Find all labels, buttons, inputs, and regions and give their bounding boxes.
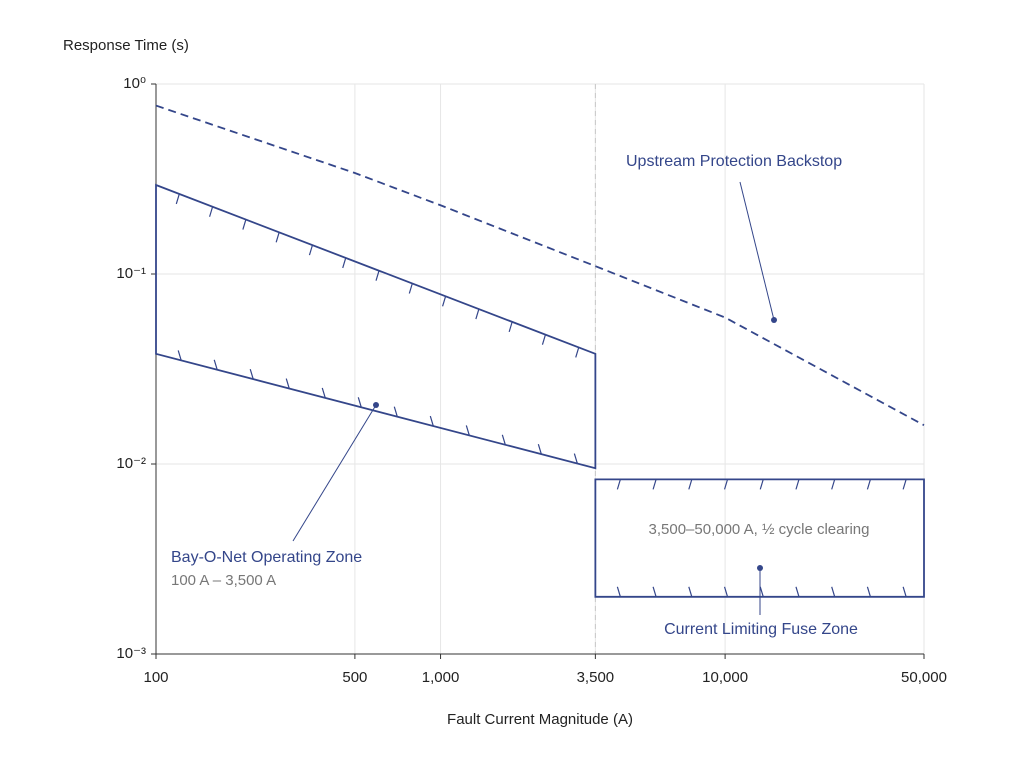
hatch [393,406,398,417]
hatch [795,586,800,597]
zone [594,478,925,598]
hatch [795,479,800,490]
x-axis-label: Fault Current Magnitude (A) [447,711,633,728]
x-tick-label: 500 [342,669,367,686]
hatch [501,434,506,445]
hatch [429,415,434,427]
x-tick-label: 50,000 [901,669,947,686]
y-tick-label: 10⁰ [123,75,146,92]
hatch [465,425,470,436]
grid: 100 500 1,000 3,500 10,000 50,000 10⁻³ 10⁻² 10⁻¹… [116,75,947,686]
hatch [177,350,182,361]
hatch [541,334,547,345]
hatch [285,378,290,389]
hatch [723,479,729,490]
hatch [652,586,657,597]
hatch [688,586,693,597]
hatch [209,206,214,217]
hatch [321,387,326,399]
pointer [292,404,377,542]
hatch [442,296,447,307]
hatch [175,193,180,205]
pointer-dot [757,565,763,571]
hatch [213,359,218,370]
y-tick-label: 10⁻² [116,455,146,472]
hatch [616,586,621,597]
zone [155,183,597,470]
hatch [275,232,280,243]
hatch [357,397,362,408]
y-tick-label: 10⁻³ [116,645,146,662]
x-tick-label: 100 [143,669,168,686]
series-line [155,104,925,427]
marks [155,104,925,598]
zone-subtitle: 100 A – 3,500 A [171,572,276,589]
hatch [759,479,764,490]
hatch [242,219,247,230]
hatch [723,586,729,597]
hatch [902,479,907,490]
hatch [688,479,693,490]
y-tick-label: 10⁻¹ [116,265,146,282]
zone-label: Bay-O-Net Operating Zone [171,549,362,566]
x-tick-label: 1,000 [422,669,460,686]
hatch [308,244,314,256]
hatch [902,586,907,597]
zone-note: 3,500–50,000 A, ½ cycle clearing [649,521,870,538]
hatch [342,257,347,269]
hatch [508,321,513,333]
hatch [408,283,413,294]
zone-label: Current Limiting Fuse Zone [664,621,858,638]
hatch [616,479,621,490]
hatch [831,586,836,597]
pointer-dot [373,402,379,408]
x-tick-label: 10,000 [702,669,748,686]
hatch [866,479,871,490]
hatch [652,479,657,490]
hatch [575,347,580,358]
pointer [739,181,775,321]
hatch [759,586,764,597]
x-tick-label: 3,500 [577,669,615,686]
hatch [537,443,542,455]
hatch [249,368,254,380]
y-axis-label: Response Time (s) [63,37,189,54]
hatch [866,586,871,597]
pointer-dot [771,317,777,323]
hatch [475,308,480,320]
series-label: Upstream Protection Backstop [626,153,842,170]
hatch [573,453,578,464]
hatch [375,270,380,281]
hatch [831,479,836,490]
